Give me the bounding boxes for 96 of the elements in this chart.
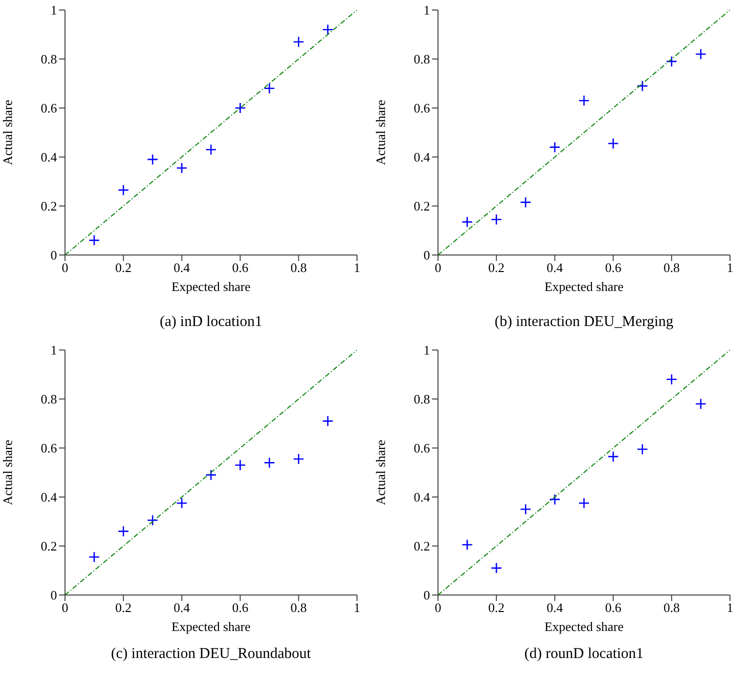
y-tick-label: 0.4 — [40, 490, 58, 505]
y-tick-label: 0.2 — [414, 198, 430, 214]
x-tick-label: 1 — [726, 260, 734, 276]
x-axis-title: Expected share — [171, 619, 251, 634]
x-tick-label: 0.8 — [663, 600, 680, 616]
text: (c) interaction DEU_Roundabout — [110, 646, 312, 663]
y-axis-title: Actual share — [373, 440, 388, 506]
point — [636, 444, 648, 455]
point — [234, 102, 246, 114]
y-tick-label: 1 — [50, 342, 57, 358]
x-tick-label: 0.6 — [605, 260, 622, 276]
point — [264, 457, 276, 468]
point — [205, 469, 217, 481]
y-tick-label: 1 — [424, 2, 430, 18]
point — [118, 184, 130, 196]
point — [520, 504, 532, 515]
y-tick-label: 0 — [424, 588, 430, 603]
y-tick-label: 0 — [50, 248, 57, 263]
point — [695, 398, 706, 410]
point — [636, 80, 648, 92]
point — [292, 36, 304, 48]
x-tick-label: 0.6 — [232, 260, 249, 276]
x-axis-title: Expected share — [544, 619, 624, 634]
y-tick-label: 0.2 — [40, 198, 57, 214]
point — [234, 460, 246, 471]
point — [520, 196, 532, 208]
x-axis-title: Expected share — [171, 279, 251, 294]
x-tick-label: 0.2 — [115, 600, 132, 616]
y-tick-label: 0 — [424, 248, 430, 263]
point — [490, 214, 502, 226]
x-tick-label: 0 — [62, 260, 68, 276]
point — [264, 82, 276, 94]
y-tick-label: 0.6 — [414, 440, 430, 456]
x-tick-label: 0.8 — [290, 260, 307, 276]
y-tick-label: 0.4 — [414, 490, 430, 505]
point — [176, 497, 188, 509]
x-tick-label: 0.6 — [232, 600, 249, 616]
point — [292, 453, 304, 465]
point — [549, 494, 560, 506]
point — [462, 539, 473, 550]
y-axis-title: Actual share — [0, 440, 15, 506]
text: (d) rounD location1 — [523, 646, 645, 663]
y-tick-label: 0.6 — [414, 100, 430, 116]
point — [118, 526, 130, 537]
y-tick-label: 0.8 — [414, 392, 430, 407]
point — [549, 142, 560, 153]
y-tick-label: 0.6 — [40, 100, 58, 116]
y-tick-label: 0.4 — [414, 150, 430, 165]
y-tick-label: 1 — [50, 2, 57, 18]
point — [205, 144, 217, 156]
y-axis-title: Actual share — [373, 100, 388, 166]
y-tick-label: 1 — [424, 342, 430, 358]
x-tick-label: 0.8 — [290, 600, 307, 616]
x-tick-label: 0.8 — [663, 260, 680, 276]
x-tick-label: 0 — [434, 600, 442, 616]
y-tick-label: 0 — [50, 588, 57, 603]
point — [666, 56, 678, 68]
text: (b) interaction DEU_Merging — [494, 314, 674, 331]
x-tick-label: 1 — [726, 600, 734, 616]
y-axis-title: Actual share — [0, 100, 15, 166]
point — [666, 374, 678, 386]
text: (a) inD location1 — [158, 314, 264, 331]
x-tick-label: 0.4 — [546, 260, 564, 276]
y-tick-label: 0.6 — [40, 440, 58, 456]
x-tick-label: 0.2 — [488, 600, 505, 616]
y-tick-label: 0.8 — [40, 392, 57, 407]
point — [88, 551, 100, 563]
point — [608, 138, 619, 150]
point — [490, 562, 502, 574]
point — [578, 95, 590, 106]
point — [462, 216, 473, 228]
point — [322, 415, 334, 427]
x-tick-label: 0.4 — [174, 600, 190, 616]
point — [695, 48, 706, 60]
x-tick-label: 0.6 — [605, 600, 622, 616]
y-tick-label: 0.8 — [414, 52, 430, 67]
x-tick-label: 0.2 — [488, 260, 505, 276]
x-axis-title: Expected share — [544, 279, 624, 294]
point — [146, 514, 158, 526]
y-tick-label: 0.2 — [40, 538, 57, 554]
point — [88, 234, 100, 246]
point — [146, 154, 158, 166]
point — [176, 162, 188, 174]
point — [322, 24, 334, 36]
x-tick-label: 1 — [354, 600, 360, 616]
y-tick-label: 0.2 — [414, 538, 430, 554]
point — [608, 450, 619, 462]
x-tick-label: 0.4 — [174, 260, 190, 276]
y-tick-label: 0.8 — [40, 52, 57, 67]
x-tick-label: 0.4 — [546, 600, 564, 616]
point — [578, 497, 590, 509]
x-tick-label: 0 — [62, 600, 68, 616]
x-tick-label: 0.2 — [115, 260, 132, 276]
x-tick-label: 1 — [354, 260, 360, 276]
x-tick-label: 0 — [434, 260, 442, 276]
y-tick-label: 0.4 — [40, 150, 58, 165]
